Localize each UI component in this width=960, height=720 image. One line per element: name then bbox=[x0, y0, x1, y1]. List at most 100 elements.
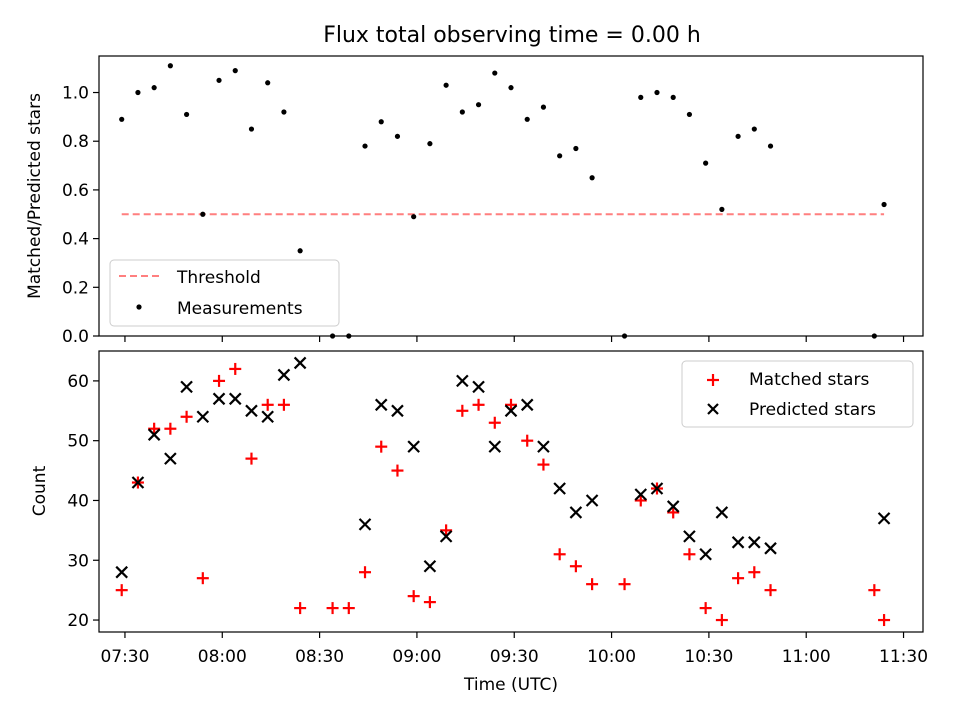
matched-star-point bbox=[196, 572, 209, 585]
x-tick-label: 11:00 bbox=[782, 647, 831, 667]
predicted-star-point bbox=[245, 404, 258, 418]
matched-star-point bbox=[683, 548, 696, 561]
top-axes-frame bbox=[98, 55, 924, 337]
threshold-legend-label: Threshold bbox=[176, 268, 261, 288]
predicted-star-point bbox=[569, 506, 583, 519]
bottom-y-axis-ticks: 20 30 40 50 60 bbox=[67, 372, 99, 631]
predicted-legend-label: Predicted stars bbox=[749, 400, 876, 420]
top-panel: 0.0 0.2 0.4 0.6 0.8 1.0 Matched/Predicted sta… bbox=[25, 55, 924, 347]
measurement-point bbox=[638, 94, 644, 100]
measurement-point bbox=[183, 111, 190, 118]
matched-star-point bbox=[488, 416, 501, 429]
measurements-legend-swatch bbox=[136, 304, 142, 310]
x-tick-label: 08:00 bbox=[198, 647, 247, 667]
measurement-point bbox=[362, 143, 368, 149]
measurement-point bbox=[135, 89, 141, 96]
bottom-legend: Matched stars Predicted stars bbox=[681, 360, 914, 428]
y-tick-label: 40 bbox=[67, 491, 89, 511]
predicted-legend-swatch bbox=[707, 403, 719, 415]
x-tick-label: 09:00 bbox=[392, 647, 441, 667]
measurement-point bbox=[719, 206, 725, 212]
x-tick-label: 09:30 bbox=[490, 647, 539, 667]
matched-star-point bbox=[878, 614, 891, 627]
matched-star-point bbox=[115, 584, 128, 597]
measurement-point bbox=[167, 63, 173, 69]
predicted-star-point bbox=[180, 380, 193, 394]
matched-star-point bbox=[164, 422, 177, 435]
predicted-star-point bbox=[358, 518, 372, 531]
measurement-point bbox=[557, 153, 563, 159]
predicted-star-point bbox=[488, 440, 502, 453]
matched-star-point bbox=[245, 452, 258, 465]
matched-star-point bbox=[748, 566, 761, 579]
predicted-star-point bbox=[212, 392, 226, 406]
predicted-star-point bbox=[764, 542, 777, 555]
measurement-point bbox=[200, 211, 206, 217]
matched-legend-swatch bbox=[707, 374, 719, 386]
top-plot-area bbox=[119, 63, 887, 339]
top-legend: Threshold Measurements bbox=[109, 259, 340, 327]
matched-star-point bbox=[569, 560, 582, 573]
matched-star-point bbox=[423, 596, 436, 609]
measurement-point bbox=[654, 89, 660, 96]
matched-star-point bbox=[359, 566, 372, 579]
measurement-point bbox=[492, 70, 498, 76]
matched-star-point bbox=[521, 434, 534, 447]
measurements-legend-label: Measurements bbox=[177, 299, 303, 319]
matched-star-point bbox=[667, 506, 680, 519]
matched-star-point bbox=[472, 398, 485, 411]
matched-star-point bbox=[732, 572, 745, 585]
predicted-star-point bbox=[650, 482, 664, 495]
measurement-point bbox=[151, 85, 157, 91]
matched-star-point bbox=[391, 464, 404, 477]
x-tick-label: 07:30 bbox=[100, 647, 149, 667]
matched-star-point bbox=[342, 602, 355, 615]
matched-star-point bbox=[294, 602, 307, 615]
predicted-star-point bbox=[115, 565, 128, 579]
matched-star-point bbox=[326, 602, 339, 615]
matched-star-point bbox=[440, 524, 453, 537]
matched-star-point bbox=[618, 578, 631, 591]
matched-star-point bbox=[277, 398, 290, 411]
measurement-point bbox=[281, 109, 287, 115]
y-tick-label: 0.4 bbox=[62, 230, 89, 250]
top-y-axis-ticks: 0.0 0.2 0.4 0.6 0.8 1.0 bbox=[62, 84, 99, 347]
y-tick-label: 0.2 bbox=[62, 278, 89, 298]
predicted-star-point bbox=[391, 404, 404, 418]
matched-star-point bbox=[505, 398, 517, 411]
y-tick-label: 20 bbox=[67, 611, 89, 631]
y-tick-label: 60 bbox=[67, 372, 89, 392]
bottom-plot-area bbox=[115, 356, 891, 627]
matched-star-point bbox=[229, 362, 242, 375]
predicted-star-point bbox=[472, 380, 485, 394]
measurement-point bbox=[573, 145, 579, 152]
measurement-point bbox=[508, 85, 514, 91]
y-tick-label: 0.0 bbox=[62, 327, 89, 347]
bottom-y-axis-label: Count bbox=[30, 465, 50, 516]
predicted-star-point bbox=[147, 428, 161, 441]
measurement-point bbox=[232, 68, 238, 74]
measurement-point bbox=[459, 109, 465, 115]
predicted-star-point bbox=[699, 547, 712, 561]
measurement-point bbox=[411, 214, 417, 220]
matched-star-point bbox=[261, 398, 274, 411]
predicted-star-point bbox=[748, 536, 761, 549]
top-x-axis-ticks bbox=[124, 336, 905, 342]
measurement-point bbox=[751, 126, 757, 132]
measurement-point bbox=[540, 104, 547, 110]
predicted-star-point bbox=[520, 398, 534, 412]
measurement-point bbox=[686, 111, 693, 118]
y-tick-label: 30 bbox=[67, 551, 89, 571]
x-axis-label: Time (UTC) bbox=[463, 675, 558, 695]
measurement-point bbox=[475, 102, 482, 108]
matched-star-point bbox=[715, 614, 728, 627]
predicted-star-point bbox=[374, 398, 388, 412]
predicted-star-point bbox=[877, 512, 891, 525]
predicted-star-point bbox=[261, 410, 274, 424]
x-tick-label: 08:30 bbox=[295, 647, 344, 667]
measurement-point bbox=[119, 116, 125, 122]
matched-star-point bbox=[764, 584, 777, 597]
predicted-star-point bbox=[731, 536, 745, 549]
matched-star-point bbox=[456, 404, 469, 417]
